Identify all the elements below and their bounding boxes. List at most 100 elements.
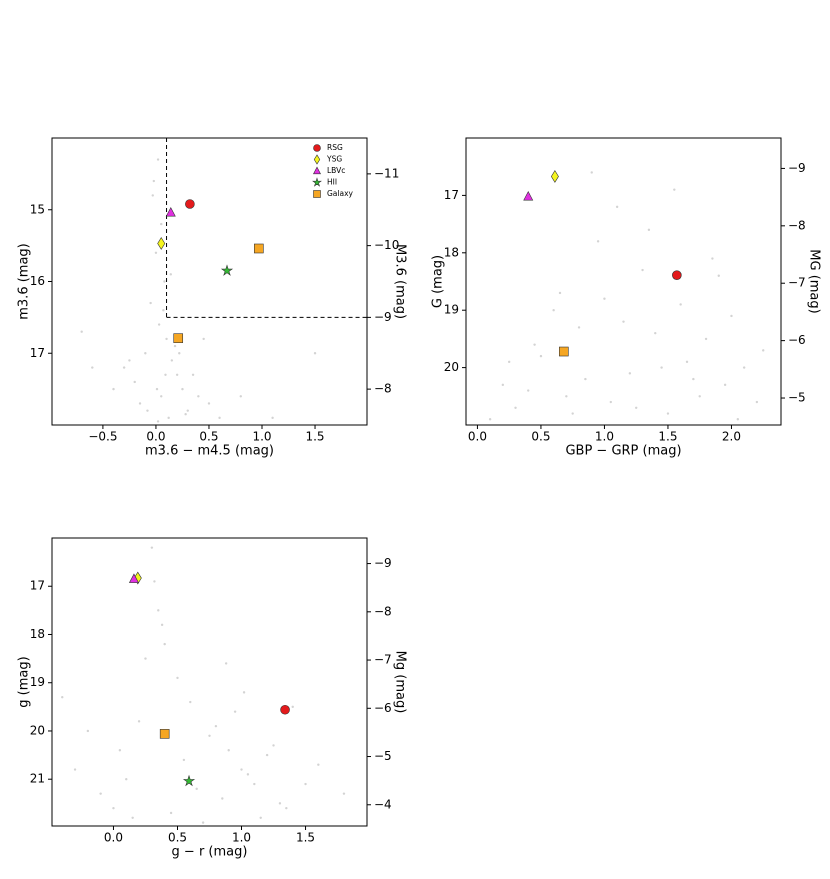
y-tick-label: 20 (444, 360, 459, 374)
y-tick-label: 21 (30, 772, 45, 786)
field-star (679, 303, 682, 306)
field-star (577, 326, 581, 329)
field-star (558, 291, 562, 295)
x-tick-label: 1.0 (252, 430, 271, 444)
legend-marker (312, 177, 322, 187)
marker (254, 243, 264, 254)
field-star (189, 700, 192, 704)
marker (128, 573, 139, 583)
field-star (539, 354, 543, 358)
field-star (317, 763, 320, 766)
field-star (723, 383, 727, 387)
field-star (635, 406, 638, 409)
y-axis-label: G (mag) (431, 255, 446, 308)
y-tick-label: 17 (30, 346, 45, 360)
field-star (507, 360, 511, 364)
legend-label: RSG (327, 143, 343, 152)
x-axis-label: m3.6 − m4.5 (mag) (145, 444, 274, 459)
field-star (118, 749, 122, 752)
x-tick-label: 0.5 (199, 430, 218, 444)
y-tick-label: 19 (30, 675, 45, 689)
field-star (99, 792, 102, 795)
field-star (711, 257, 714, 260)
field-star (221, 797, 224, 800)
field-star (156, 420, 160, 423)
field-star (227, 749, 230, 752)
field-star (178, 352, 181, 355)
field-star (698, 395, 701, 398)
y2-tick-label: −6 (374, 701, 392, 715)
x-tick-label: 1.5 (658, 430, 677, 444)
field-star (233, 710, 237, 713)
field-star (151, 194, 154, 197)
field-star (641, 268, 644, 272)
field-star (131, 816, 134, 819)
field-star (186, 409, 189, 412)
field-star (175, 373, 179, 376)
field-star (197, 395, 200, 398)
field-star (191, 373, 195, 376)
field-star (163, 280, 166, 283)
field-star (73, 768, 77, 771)
field-star (571, 412, 574, 415)
field-star (615, 205, 619, 209)
field-star (154, 251, 158, 254)
marker (159, 729, 170, 739)
y2-tick-label: −8 (374, 382, 392, 396)
field-star (157, 323, 161, 326)
field-star (160, 395, 163, 398)
field-star (660, 366, 663, 369)
field-star (259, 816, 262, 819)
y-tick-label: 17 (30, 579, 45, 593)
field-star (137, 720, 141, 723)
field-star (488, 418, 492, 421)
legend-label: Galaxy (327, 189, 354, 198)
y2-tick-label: −5 (374, 749, 392, 763)
field-star (239, 395, 242, 398)
y-tick-label: 15 (30, 202, 45, 216)
y2-tick-label: −9 (374, 556, 392, 570)
field-star (160, 222, 163, 226)
field-star (609, 400, 612, 404)
field-star (590, 171, 593, 174)
marker (185, 199, 195, 209)
legend-label: YSG (326, 155, 342, 164)
marker (157, 237, 166, 250)
field-star (112, 387, 115, 391)
field-star (214, 724, 218, 728)
x-axis-label: g − r (mag) (172, 845, 248, 860)
field-star (156, 158, 160, 161)
field-star (622, 320, 625, 323)
field-star (150, 546, 154, 549)
y-tick-label: 18 (444, 245, 459, 259)
field-star (692, 377, 695, 381)
y2-tick-label: −7 (788, 276, 806, 290)
field-star (533, 343, 536, 346)
legend-marker (313, 190, 321, 198)
field-star (647, 228, 651, 232)
field-star (514, 406, 517, 409)
legend-marker (313, 166, 321, 175)
x-tick-label: 1.5 (296, 831, 315, 845)
x-tick-label: 1.0 (232, 831, 251, 845)
field-star (628, 372, 632, 375)
y2-axis-label: M3.6 (mag) (393, 244, 408, 319)
y-tick-label: 18 (30, 627, 45, 641)
legend-label: LBVc (327, 166, 345, 175)
field-star (742, 366, 746, 369)
y2-tick-label: −4 (374, 797, 392, 811)
field-star (218, 416, 221, 420)
field-star (163, 642, 166, 646)
legend-label: HII (327, 178, 337, 187)
field-star (144, 657, 147, 660)
field-star (170, 359, 174, 362)
x-tick-label: 0.0 (468, 430, 487, 444)
marker (280, 704, 290, 715)
field-star (144, 352, 147, 355)
legend-marker (313, 144, 321, 152)
y2-tick-label: −5 (788, 391, 806, 405)
field-star (246, 773, 250, 776)
field-star (271, 416, 274, 420)
field-star (596, 240, 600, 243)
field-star (272, 744, 275, 747)
